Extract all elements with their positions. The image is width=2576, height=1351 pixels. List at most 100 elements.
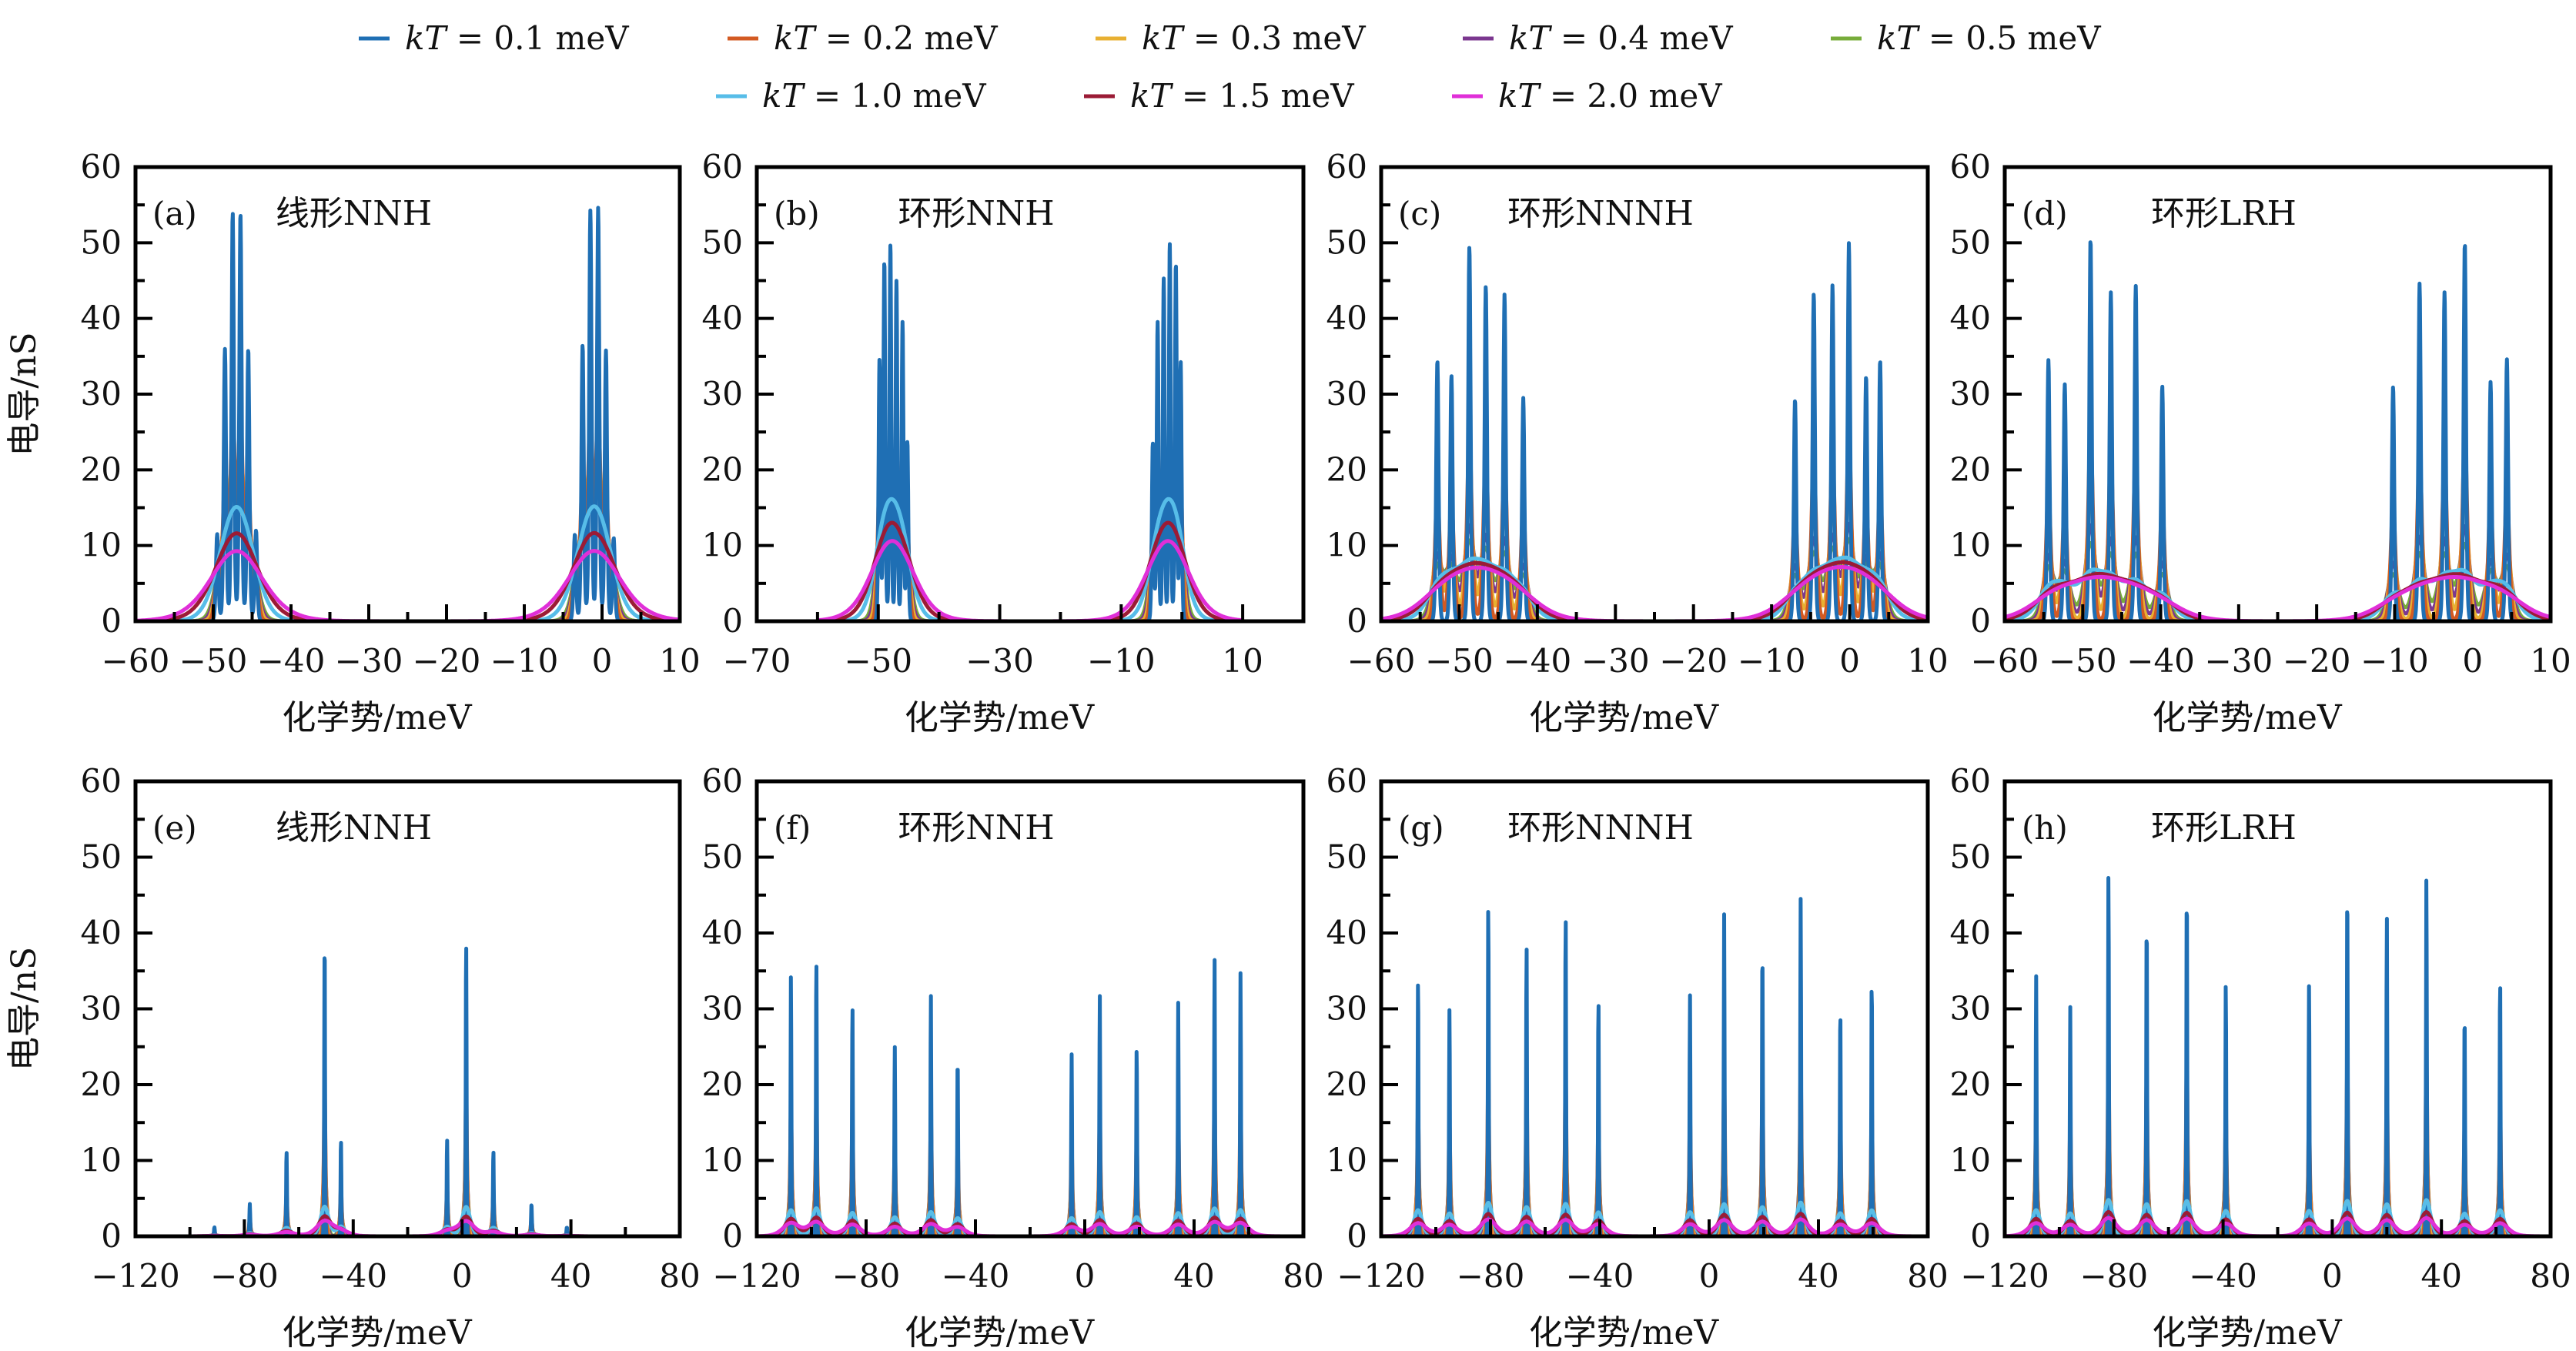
y-tick-label: 0 bbox=[1970, 602, 1991, 640]
series-line-kT-0_3 bbox=[2005, 1113, 2541, 1236]
legend-item: kT = 0.5 meV bbox=[1831, 19, 2101, 57]
legend-label: kT = 0.1 meV bbox=[405, 19, 629, 57]
series-line-kT-1_5 bbox=[2005, 571, 2551, 621]
x-tick-label: −10 bbox=[490, 642, 559, 680]
x-tick-label: −10 bbox=[1738, 642, 1806, 680]
x-tick-label: −40 bbox=[319, 1257, 387, 1295]
series-line-kT-1_5 bbox=[815, 520, 1245, 621]
y-tick-label: 60 bbox=[1950, 148, 1991, 186]
curves bbox=[1381, 241, 1928, 621]
y-tick-label: 20 bbox=[81, 1065, 122, 1103]
x-tick-label: −80 bbox=[1457, 1257, 1525, 1295]
panel-title: 环形NNNH bbox=[1507, 808, 1694, 848]
y-tick-label: 50 bbox=[1326, 838, 1367, 876]
series-line-kT-2 bbox=[1381, 565, 1928, 621]
legend-item: kT = 0.1 meV bbox=[359, 19, 629, 57]
y-tick-label: 20 bbox=[1326, 1065, 1367, 1103]
panel-b: 0 10 20 30 40 50 60 −70 −50 −30 −10 10 (b) 环形NNH 化学势/m… bbox=[702, 148, 1306, 737]
x-tick-label: −40 bbox=[2126, 642, 2195, 680]
series-line-kT-0_1 bbox=[757, 958, 1283, 1236]
x-tick-label: −40 bbox=[1504, 642, 1572, 680]
series-line-kT-0_2 bbox=[2005, 428, 2551, 621]
series-line-kT-1 bbox=[815, 497, 1245, 621]
series-line-kT-0_1 bbox=[815, 242, 1245, 621]
panel-title: 环形NNNH bbox=[1507, 194, 1694, 233]
curves bbox=[2005, 876, 2541, 1236]
y-tick-label: 10 bbox=[1950, 527, 1991, 564]
panel-label: (g) bbox=[1398, 809, 1444, 847]
legend-label: kT = 2.0 meV bbox=[1498, 77, 1722, 115]
x-tick-label: 0 bbox=[592, 642, 613, 680]
y-tick-label: 20 bbox=[1950, 450, 1991, 488]
series-line-kT-0_2 bbox=[757, 1095, 1283, 1236]
y-tick-label: 30 bbox=[81, 375, 122, 413]
plot-frame bbox=[754, 165, 1306, 624]
y-tick-label: 30 bbox=[1950, 990, 1991, 1028]
y-tick-label: 40 bbox=[702, 299, 743, 337]
panel-f: 0 10 20 30 40 50 60 −120 −80 −40 0 40 80 (f) 环形NNH 化学势/… bbox=[702, 762, 1324, 1351]
x-tick-label: 40 bbox=[2420, 1257, 2461, 1295]
x-tick-label: −30 bbox=[335, 642, 403, 680]
legend-label: kT = 0.3 meV bbox=[1142, 19, 1366, 57]
legend-item: kT = 2.0 meV bbox=[1452, 77, 1722, 115]
x-tick-label: −70 bbox=[723, 642, 791, 680]
y-tick-label: 30 bbox=[81, 990, 122, 1028]
y-tick-label: 50 bbox=[81, 223, 122, 261]
x-axis-title: 化学势/meV bbox=[905, 698, 1096, 737]
series-line-kT-0_4 bbox=[757, 1164, 1283, 1236]
panel-g: 0 10 20 30 40 50 60 −120 −80 −40 0 40 80 (g) 环形NNNH 化学势… bbox=[1326, 762, 1949, 1351]
legend-item: kT = 0.2 meV bbox=[728, 19, 998, 57]
series-line-kT-0_4 bbox=[1381, 1149, 1913, 1236]
panel-a: 0 10 20 30 40 50 60 −60 −50 −40 −30 −20 −10 0 10 (a) 线形N… bbox=[5, 148, 701, 737]
curves bbox=[174, 946, 627, 1236]
series-line-kT-1 bbox=[1381, 555, 1928, 621]
series-line-kT-0_1 bbox=[2005, 240, 2551, 621]
series-line-kT-0_1 bbox=[174, 946, 627, 1236]
x-tick-label: −20 bbox=[2283, 642, 2351, 680]
y-tick-label: 40 bbox=[81, 299, 122, 337]
x-tick-label: 10 bbox=[1222, 642, 1263, 680]
panel-title: 环形LRH bbox=[2151, 808, 2297, 848]
y-tick-label: 10 bbox=[1950, 1142, 1991, 1179]
x-tick-label: 0 bbox=[1075, 1257, 1096, 1295]
x-tick-label: −120 bbox=[91, 1257, 179, 1295]
x-tick-label: −50 bbox=[2049, 642, 2117, 680]
x-tick-label: −120 bbox=[1960, 1257, 2049, 1295]
y-tick-label: 60 bbox=[702, 762, 743, 800]
x-axis-title: 化学势/meV bbox=[282, 1313, 473, 1351]
y-tick-label: 30 bbox=[702, 990, 743, 1028]
y-tick-label: 0 bbox=[1970, 1217, 1991, 1255]
y-tick-label: 60 bbox=[81, 148, 122, 186]
panel-d: 0 10 20 30 40 50 60 −60 −50 −40 −30 −20 −10 0 10 (d) 环形L… bbox=[1950, 148, 2571, 737]
series-line-kT-2 bbox=[1381, 1217, 1913, 1236]
panel-h: 0 10 20 30 40 50 60 −120 −80 −40 0 40 80 (h) 环形LRH 化学势/… bbox=[1950, 762, 2571, 1351]
y-tick-label: 60 bbox=[1950, 762, 1991, 800]
x-tick-label: −30 bbox=[2205, 642, 2273, 680]
x-tick-label: 40 bbox=[1173, 1257, 1214, 1295]
panel-title: 环形NNH bbox=[898, 808, 1054, 848]
curves bbox=[815, 242, 1245, 621]
legend-label: kT = 0.2 meV bbox=[774, 19, 998, 57]
x-tick-label: −20 bbox=[413, 642, 481, 680]
x-tick-label: −80 bbox=[832, 1257, 901, 1295]
series-line-kT-0_1 bbox=[135, 206, 680, 621]
plot-frame bbox=[1379, 779, 1930, 1239]
curves bbox=[2005, 240, 2551, 621]
series-line-kT-0_1 bbox=[2005, 876, 2541, 1236]
x-tick-label: −120 bbox=[1337, 1257, 1425, 1295]
x-tick-label: −20 bbox=[1659, 642, 1728, 680]
y-tick-label: 30 bbox=[1326, 990, 1367, 1028]
y-tick-label: 10 bbox=[702, 1142, 743, 1179]
x-tick-label: −40 bbox=[1566, 1257, 1634, 1295]
y-tick-label: 60 bbox=[1326, 762, 1367, 800]
series-line-kT-0_2 bbox=[174, 1088, 627, 1236]
x-axis-title: 化学势/meV bbox=[2152, 1313, 2343, 1351]
y-tick-label: 10 bbox=[1326, 1142, 1367, 1179]
x-tick-label: 40 bbox=[1798, 1257, 1838, 1295]
x-tick-label: −120 bbox=[712, 1257, 801, 1295]
y-tick-label: 10 bbox=[81, 527, 122, 564]
series-line-kT-0_3 bbox=[757, 1141, 1283, 1236]
x-axis-title: 化学势/meV bbox=[905, 1313, 1096, 1351]
x-tick-label: −60 bbox=[1347, 642, 1416, 680]
